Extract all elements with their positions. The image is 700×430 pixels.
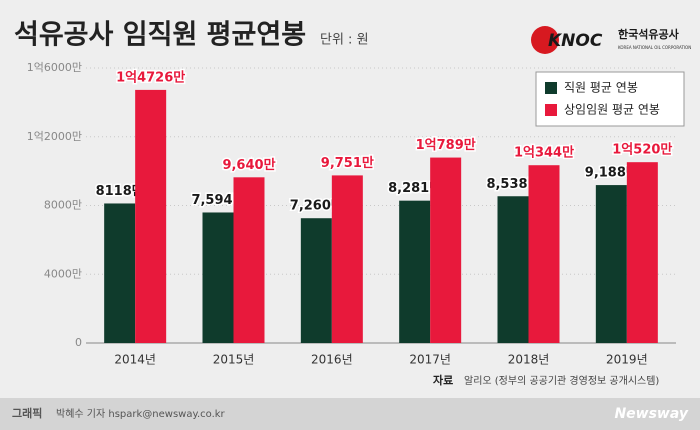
bar — [331, 175, 363, 343]
data-label: 8,538만 — [486, 176, 539, 192]
data-label: 9,188만 — [585, 165, 638, 181]
bar — [233, 177, 265, 343]
data-label: 9,640만 — [222, 157, 275, 173]
bar — [497, 196, 529, 343]
bar — [528, 165, 560, 343]
credit-label: 그래픽 — [12, 406, 42, 420]
chart-subtitle: 단위 : 원 — [320, 33, 369, 48]
y-tick-label: 8000만 — [44, 199, 82, 212]
legend-swatch — [545, 104, 557, 116]
footer-band — [0, 398, 700, 430]
data-label: 8,281만 — [388, 180, 441, 196]
y-tick-label: 0 — [75, 336, 82, 349]
data-label: 1억4726만 — [116, 69, 185, 85]
bar — [595, 185, 627, 343]
logo-english: KOREA NATIONAL OIL CORPORATION — [618, 45, 691, 50]
x-tick-label: 2014년 — [114, 353, 156, 367]
chart-title: 석유공사 임직원 평균연봉 — [14, 20, 306, 51]
logo-mark: KNOC — [548, 31, 603, 51]
y-tick-label: 4000만 — [44, 267, 82, 280]
y-tick-label: 1억6000만 — [27, 61, 82, 74]
data-label: 8118만 — [96, 183, 144, 199]
legend-box — [535, 71, 685, 127]
data-label: 7,260만 — [290, 198, 343, 214]
x-tick-label: 2018년 — [508, 353, 550, 367]
data-label: 1억520만 — [612, 142, 672, 158]
data-label: 1억789만 — [416, 137, 476, 153]
x-tick-label: 2019년 — [606, 353, 648, 367]
data-label: 7,594만 — [191, 192, 244, 208]
credit: 박혜수 기자 hspark@newsway.co.kr — [56, 408, 226, 420]
data-label: 1억344만 — [514, 145, 574, 161]
bar — [300, 218, 332, 343]
x-tick-label: 2016년 — [311, 353, 353, 367]
legend-label: 직원 평균 연봉 — [564, 81, 638, 95]
bar — [430, 157, 462, 343]
bar — [135, 89, 167, 343]
logo-name: 한국석유공사 — [618, 27, 680, 41]
y-tick-label: 1억2000만 — [27, 130, 82, 143]
data-label: 9,751만 — [321, 155, 374, 171]
logo-icon — [531, 26, 559, 54]
source-label: 자료 — [433, 373, 453, 387]
x-tick-label: 2017년 — [409, 353, 451, 367]
legend-swatch — [545, 82, 557, 94]
bar — [626, 162, 658, 343]
legend-label: 상임임원 평균 연봉 — [564, 103, 660, 117]
bar — [104, 203, 136, 343]
source: 알리오 (정부의 공공기관 경영정보 공개시스템) — [464, 374, 659, 387]
bar — [202, 212, 234, 343]
brand: Newsway — [614, 406, 688, 422]
bar — [399, 200, 431, 343]
x-tick-label: 2015년 — [213, 353, 255, 367]
